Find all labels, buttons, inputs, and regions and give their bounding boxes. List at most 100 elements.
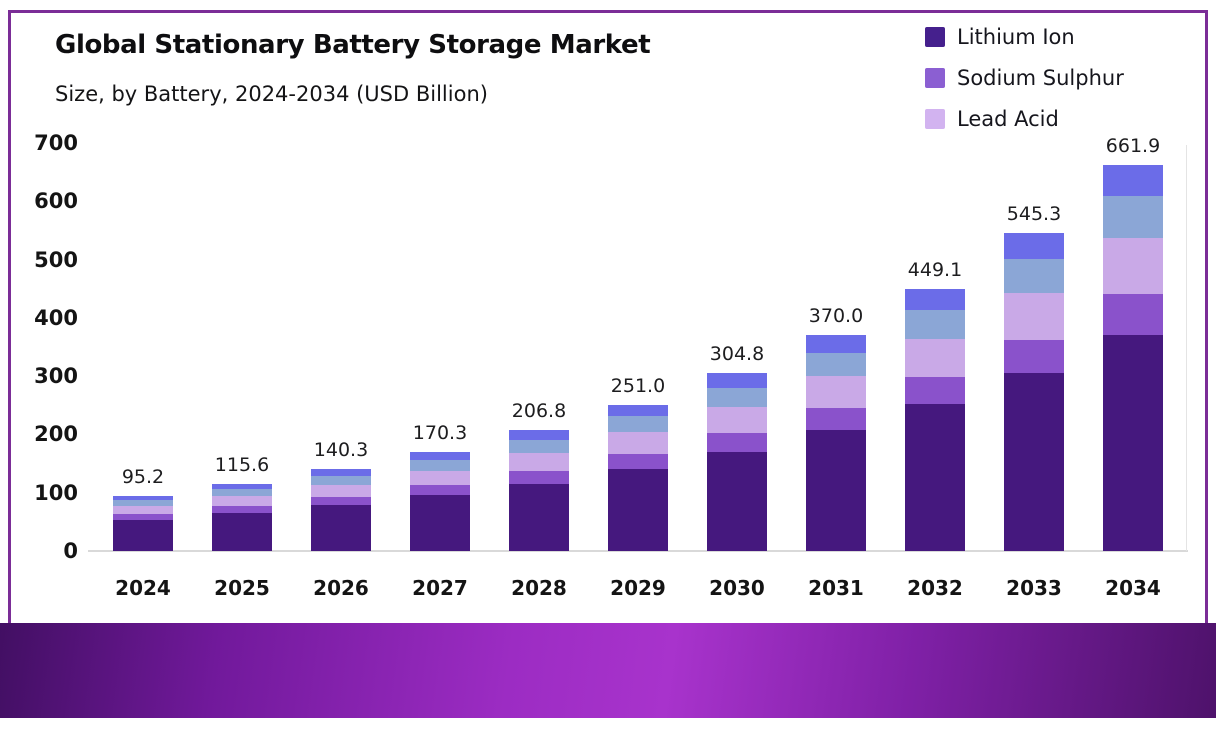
- bar-segment: [1004, 373, 1064, 551]
- x-tick-label: 2031: [808, 576, 864, 600]
- bar-segment: [806, 335, 866, 353]
- bar-segment: [509, 484, 569, 551]
- bar-segment: [1103, 294, 1163, 335]
- bar-segment: [1004, 293, 1064, 340]
- legend-label: Sodium Sulphur: [957, 66, 1124, 90]
- legend-swatch-lead-acid: [925, 109, 945, 129]
- bar-segment: [707, 407, 767, 433]
- y-tick-label: 700: [34, 131, 78, 155]
- banner: The Market will Grow At the CAGR of: 21.…: [0, 623, 1216, 718]
- bar-segment: [509, 440, 569, 453]
- y-tick-label: 0: [63, 539, 78, 563]
- x-axis-baseline: [88, 550, 1188, 552]
- bar-segment: [707, 433, 767, 452]
- bar-segment: [311, 469, 371, 476]
- bar-segment: [113, 500, 173, 506]
- y-tick-label: 300: [34, 364, 78, 389]
- bar-value-label: 140.3: [313, 439, 369, 462]
- bar-segment: [410, 495, 470, 551]
- bar-segment: [608, 454, 668, 469]
- bar-segment: [806, 353, 866, 376]
- bar-segment: [113, 520, 173, 551]
- bar-segment: [905, 310, 965, 339]
- bar-segment: [608, 416, 668, 432]
- bar-segment: [608, 432, 668, 454]
- x-tick-label: 2026: [313, 576, 369, 600]
- bar-segment: [1004, 340, 1064, 373]
- bar-segment: [212, 489, 272, 496]
- bar-value-label: 251.0: [610, 374, 666, 397]
- bar-value-label: 370.0: [808, 305, 864, 328]
- bar-segment: [905, 377, 965, 404]
- bar-segment: [410, 452, 470, 460]
- bar-segment: [113, 514, 173, 520]
- legend-swatch-sodium-sulphur: [925, 68, 945, 88]
- legend-item-lithium-ion: Lithium Ion: [925, 24, 1124, 50]
- bar-segment: [1103, 196, 1163, 238]
- bar-segment: [1103, 238, 1163, 294]
- bar-segment: [1004, 233, 1064, 259]
- bar-segment: [905, 404, 965, 551]
- bar-value-label: 95.2: [121, 465, 165, 488]
- x-tick-label: 2034: [1105, 576, 1161, 600]
- bar-segment: [410, 460, 470, 471]
- bar-segment: [410, 471, 470, 485]
- y-tick-label: 100: [34, 480, 78, 505]
- legend-label: Lithium Ion: [957, 25, 1075, 49]
- bar-segment: [608, 469, 668, 551]
- legend: Lithium Ion Sodium Sulphur Lead Acid: [925, 24, 1124, 132]
- bar-segment: [509, 453, 569, 471]
- bar-segment: [1103, 165, 1163, 196]
- page-title: Global Stationary Battery Storage Market: [55, 30, 651, 60]
- bar-segment: [311, 485, 371, 497]
- y-tick-label: 200: [34, 422, 78, 447]
- bar-segment: [212, 506, 272, 513]
- plot-right-edge: [1186, 145, 1187, 551]
- bar-value-label: 304.8: [709, 343, 765, 366]
- bar-value-label: 115.6: [214, 453, 270, 476]
- bar-segment: [707, 452, 767, 551]
- x-tick-label: 2025: [214, 576, 270, 600]
- bar-segment: [311, 505, 371, 551]
- bar-segment: [113, 496, 173, 500]
- legend-label: Lead Acid: [957, 107, 1059, 131]
- page-subtitle: Size, by Battery, 2024-2034 (USD Billion…: [55, 82, 488, 106]
- bar-value-label: 449.1: [907, 259, 963, 282]
- y-tick-label: 400: [34, 305, 78, 330]
- x-tick-label: 2029: [610, 576, 666, 600]
- bar-segment: [608, 405, 668, 416]
- bar-segment: [212, 484, 272, 489]
- x-tick-label: 2027: [412, 576, 468, 600]
- x-tick-label: 2033: [1006, 576, 1062, 600]
- bar-value-label: 170.3: [412, 421, 468, 444]
- bar-segment: [509, 430, 569, 440]
- bar-segment: [905, 339, 965, 377]
- y-tick-label: 600: [34, 189, 78, 214]
- bar-segment: [1103, 335, 1163, 551]
- bar-segment: [1004, 259, 1064, 293]
- bar-segment: [212, 496, 272, 506]
- bar-segment: [707, 373, 767, 388]
- bar-segment: [806, 408, 866, 430]
- bar-segment: [707, 388, 767, 407]
- bar-value-label: 545.3: [1006, 203, 1062, 226]
- bar-value-label: 661.9: [1105, 135, 1161, 158]
- bar-segment: [113, 506, 173, 514]
- bar-segment: [212, 513, 272, 551]
- x-tick-label: 2024: [115, 576, 171, 600]
- bar-segment: [410, 485, 470, 495]
- bar-segment: [509, 471, 569, 484]
- bar-segment: [806, 376, 866, 408]
- bar-segment: [806, 430, 866, 551]
- bar-segment: [311, 497, 371, 505]
- bar-segment: [311, 476, 371, 485]
- legend-item-sodium-sulphur: Sodium Sulphur: [925, 65, 1124, 91]
- legend-item-lead-acid: Lead Acid: [925, 106, 1124, 132]
- legend-swatch-lithium-ion: [925, 27, 945, 47]
- x-tick-label: 2032: [907, 576, 963, 600]
- x-tick-label: 2028: [511, 576, 567, 600]
- x-tick-label: 2030: [709, 576, 765, 600]
- y-tick-label: 500: [34, 247, 78, 272]
